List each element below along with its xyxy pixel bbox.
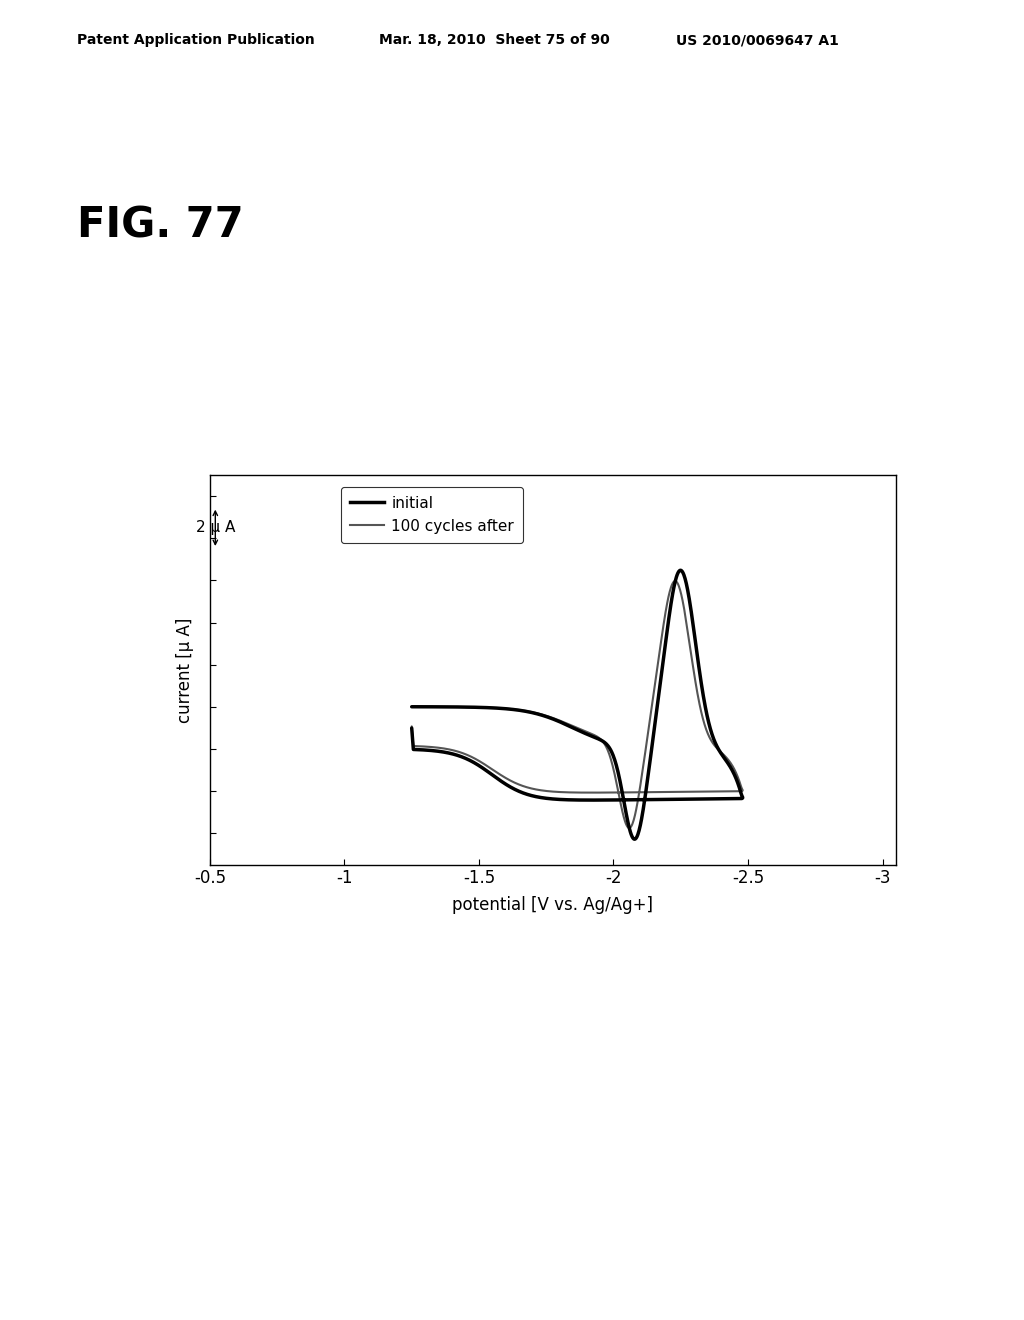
- Text: Mar. 18, 2010  Sheet 75 of 90: Mar. 18, 2010 Sheet 75 of 90: [379, 33, 609, 48]
- Legend: initial, 100 cycles after: initial, 100 cycles after: [341, 487, 523, 543]
- Text: FIG. 77: FIG. 77: [77, 205, 244, 247]
- Text: 2 μ A: 2 μ A: [197, 520, 236, 536]
- X-axis label: potential [V vs. Ag/Ag+]: potential [V vs. Ag/Ag+]: [453, 896, 653, 913]
- Y-axis label: current [μ A]: current [μ A]: [176, 618, 194, 722]
- Text: Patent Application Publication: Patent Application Publication: [77, 33, 314, 48]
- Text: US 2010/0069647 A1: US 2010/0069647 A1: [676, 33, 839, 48]
